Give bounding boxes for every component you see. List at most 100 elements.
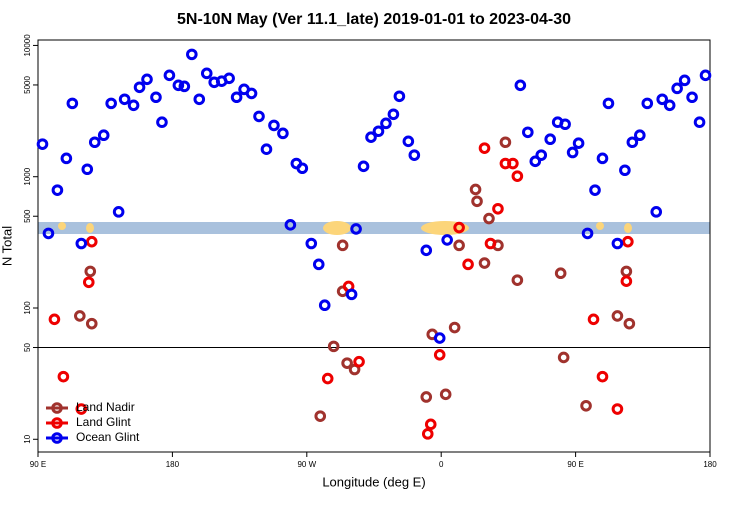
point bbox=[478, 257, 491, 269]
point bbox=[596, 370, 609, 383]
point bbox=[529, 155, 542, 168]
point bbox=[671, 82, 683, 95]
point bbox=[433, 332, 446, 344]
point bbox=[51, 184, 64, 196]
point bbox=[421, 428, 434, 440]
point bbox=[380, 117, 392, 130]
point bbox=[277, 127, 289, 140]
point bbox=[535, 149, 548, 161]
point bbox=[611, 237, 624, 250]
y-tick-label: 50 bbox=[23, 343, 32, 352]
point bbox=[559, 118, 571, 131]
point bbox=[589, 184, 601, 196]
point bbox=[514, 79, 527, 92]
point bbox=[484, 237, 497, 250]
point bbox=[678, 74, 691, 87]
point bbox=[453, 221, 465, 234]
point bbox=[453, 239, 465, 252]
point bbox=[433, 349, 446, 361]
point bbox=[150, 91, 162, 104]
point bbox=[699, 69, 712, 82]
point bbox=[66, 97, 79, 110]
point bbox=[507, 157, 519, 170]
point bbox=[82, 276, 95, 289]
point bbox=[118, 93, 131, 106]
point bbox=[478, 142, 491, 154]
point bbox=[112, 206, 125, 218]
point bbox=[260, 143, 273, 156]
point bbox=[693, 116, 706, 129]
legend-marker bbox=[51, 417, 63, 429]
point bbox=[596, 152, 609, 165]
point bbox=[327, 340, 340, 353]
point bbox=[420, 244, 433, 257]
x-axis-label: Longitude (deg E) bbox=[322, 474, 425, 489]
chart-title: 5N-10N May (Ver 11.1_late) 2019-01-01 to… bbox=[177, 11, 571, 28]
point bbox=[566, 146, 579, 159]
point bbox=[141, 73, 153, 86]
point bbox=[60, 152, 73, 165]
point bbox=[634, 129, 646, 142]
point bbox=[345, 288, 358, 301]
point bbox=[305, 237, 318, 250]
point bbox=[268, 119, 280, 132]
point bbox=[441, 234, 453, 246]
point bbox=[156, 116, 168, 129]
y-tick-label: 500 bbox=[23, 209, 32, 223]
point bbox=[623, 317, 636, 330]
point bbox=[544, 133, 557, 146]
legend-label: Land Nadir bbox=[76, 400, 135, 414]
series bbox=[36, 48, 712, 344]
point bbox=[74, 310, 86, 322]
series bbox=[74, 136, 636, 422]
point bbox=[511, 170, 524, 182]
point bbox=[318, 299, 331, 312]
point bbox=[341, 357, 353, 369]
legend-label: Ocean Glint bbox=[76, 430, 140, 444]
point bbox=[133, 81, 146, 94]
point bbox=[587, 313, 600, 326]
point bbox=[97, 129, 110, 142]
point bbox=[172, 79, 185, 92]
point bbox=[336, 239, 349, 252]
point bbox=[357, 160, 370, 173]
land-patch bbox=[624, 223, 632, 233]
x-tick-label: 180 bbox=[703, 460, 717, 469]
point bbox=[557, 351, 570, 364]
land-patch bbox=[596, 222, 604, 230]
point bbox=[48, 313, 61, 326]
point bbox=[611, 403, 624, 415]
point bbox=[81, 163, 94, 176]
point bbox=[656, 93, 669, 106]
point bbox=[448, 321, 461, 334]
point bbox=[75, 237, 88, 250]
x-tick-label: 90 E bbox=[567, 460, 583, 469]
point bbox=[178, 80, 191, 93]
land-patch bbox=[86, 223, 94, 233]
point bbox=[641, 97, 654, 110]
point bbox=[554, 267, 567, 280]
y-tick-label: 1000 bbox=[23, 167, 32, 185]
x-tick-label: 90 E bbox=[30, 460, 46, 469]
point bbox=[619, 164, 631, 177]
point bbox=[492, 202, 504, 215]
point bbox=[626, 136, 639, 149]
point bbox=[75, 403, 88, 415]
y-tick-label: 5000 bbox=[23, 76, 32, 94]
point bbox=[469, 183, 482, 196]
point bbox=[296, 162, 309, 175]
ocean-strip bbox=[38, 222, 710, 234]
point bbox=[163, 69, 176, 82]
point bbox=[522, 126, 534, 139]
plot-frame bbox=[37, 39, 711, 453]
point bbox=[57, 370, 70, 383]
point bbox=[402, 135, 415, 148]
point bbox=[393, 90, 406, 103]
legend-marker bbox=[51, 402, 63, 414]
map-strip bbox=[38, 221, 710, 235]
point bbox=[620, 275, 633, 287]
y-tick-label: 100 bbox=[23, 301, 32, 315]
